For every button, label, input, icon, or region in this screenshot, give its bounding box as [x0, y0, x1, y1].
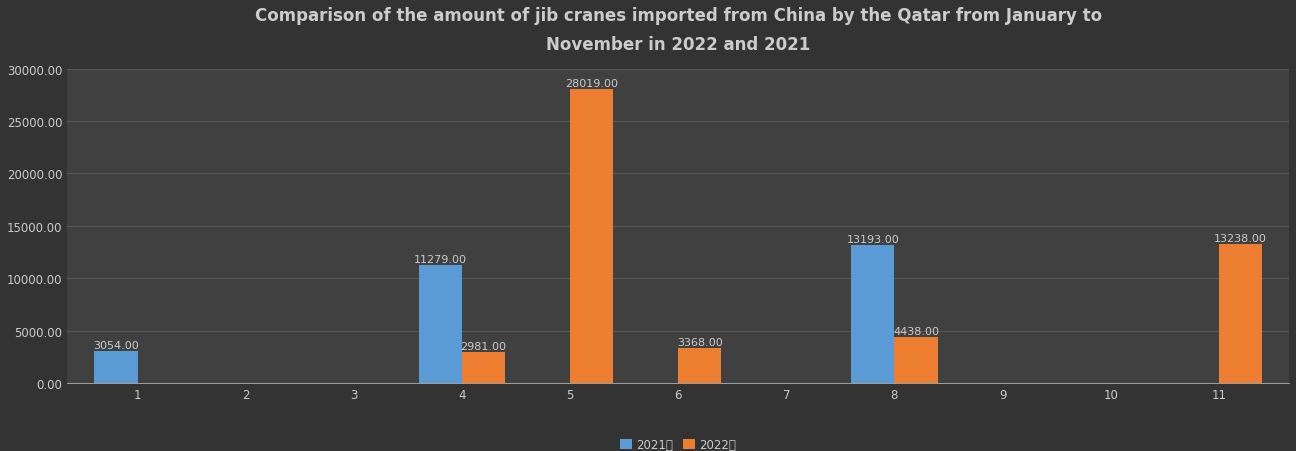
Text: 4438.00: 4438.00: [893, 326, 940, 336]
Title: Comparison of the amount of jib cranes imported from China by the Qatar from Jan: Comparison of the amount of jib cranes i…: [254, 7, 1102, 54]
Text: 13238.00: 13238.00: [1214, 234, 1266, 244]
Bar: [1218, 245, 1262, 383]
Bar: [678, 348, 722, 383]
Text: 3054.00: 3054.00: [93, 341, 139, 350]
Bar: [851, 245, 894, 383]
Legend: 2021年, 2022年: 2021年, 2022年: [616, 433, 741, 451]
Bar: [419, 265, 461, 383]
Bar: [570, 90, 613, 383]
Text: 11279.00: 11279.00: [413, 254, 467, 264]
Text: 13193.00: 13193.00: [846, 234, 899, 244]
Bar: [461, 352, 505, 383]
Bar: [894, 337, 938, 383]
Text: 28019.00: 28019.00: [565, 79, 618, 89]
Text: 3368.00: 3368.00: [677, 337, 723, 347]
Bar: [95, 351, 137, 383]
Text: 2981.00: 2981.00: [460, 341, 507, 351]
